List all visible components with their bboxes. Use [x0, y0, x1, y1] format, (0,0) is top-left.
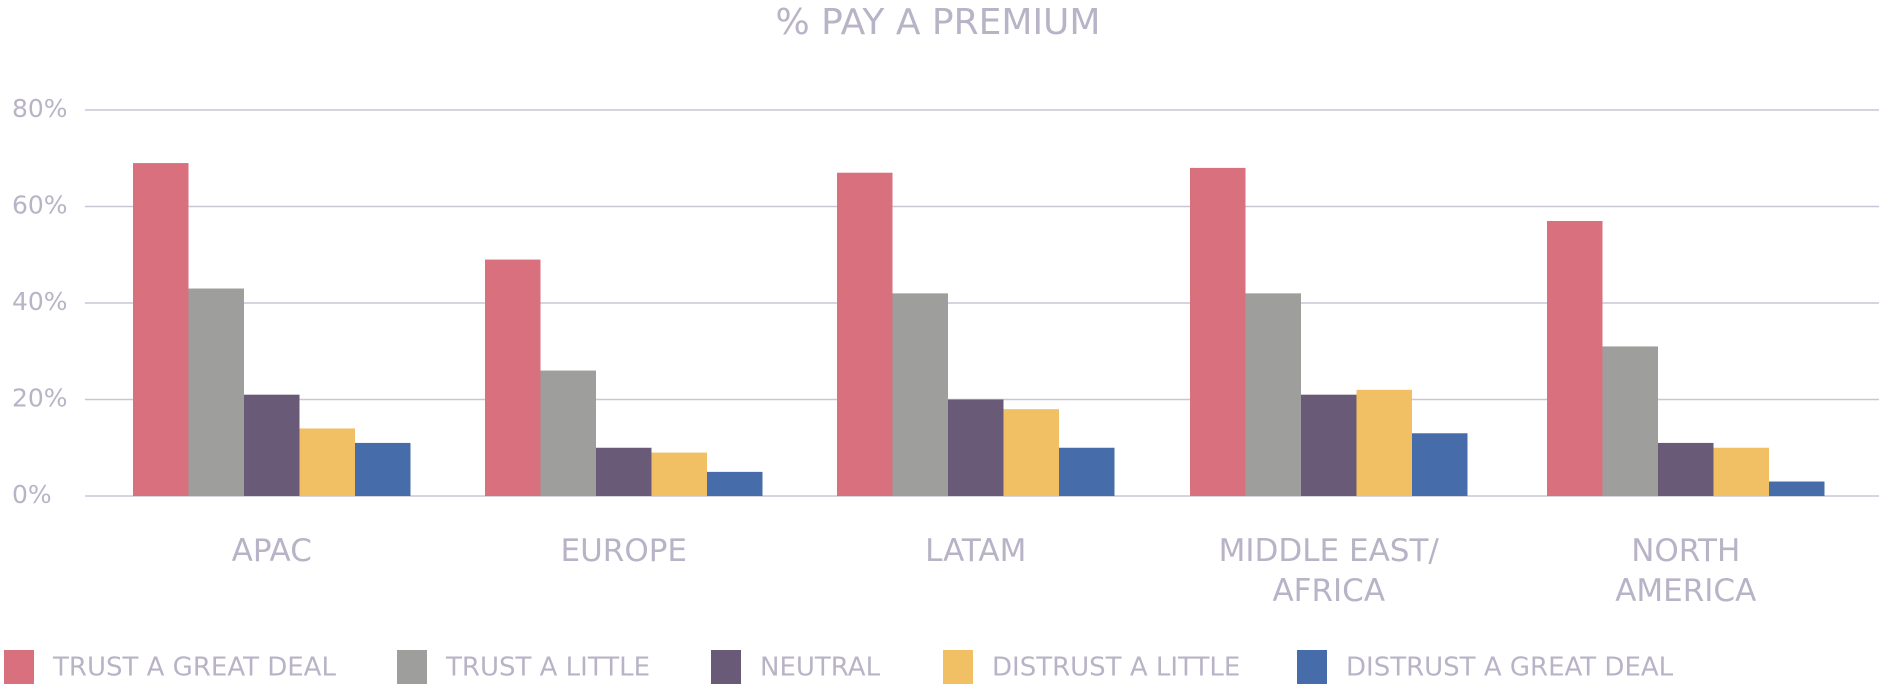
bar	[1658, 442, 1714, 496]
bar	[1190, 167, 1246, 496]
category-label: LATAM	[925, 533, 1026, 569]
bar	[485, 259, 541, 496]
legend-item: DISTRUST A LITTLE	[943, 650, 1240, 684]
legend-swatch	[711, 650, 741, 684]
bar	[892, 293, 948, 496]
bar	[1301, 394, 1357, 496]
bar	[1059, 447, 1115, 496]
bar	[1769, 481, 1825, 496]
legend: TRUST A GREAT DEAL TRUST A LITTLE NEUTRAL D…	[4, 650, 1674, 684]
bar	[133, 163, 189, 496]
bar	[188, 288, 244, 496]
y-axis-tick-labels: 0% 20% 40% 60% 80%	[12, 94, 68, 509]
legend-swatch	[1297, 650, 1327, 684]
bars	[133, 163, 1825, 496]
legend-swatch	[397, 650, 427, 684]
bar	[540, 370, 596, 496]
legend-item: DISTRUST A GREAT DEAL	[1297, 650, 1674, 684]
y-tick-label: 60%	[12, 191, 68, 220]
category-labels: APAC EUROPE LATAM MIDDLE EAST/AFRICA NORTH AM…	[232, 533, 1757, 609]
bar	[1713, 447, 1769, 496]
legend-label: DISTRUST A GREAT DEAL	[1346, 653, 1674, 683]
chart-title: % PAY A PREMIUM	[776, 2, 1101, 43]
legend-label: TRUST A GREAT DEAL	[52, 653, 336, 683]
legend-item: TRUST A GREAT DEAL	[4, 650, 336, 684]
legend-swatch	[4, 650, 34, 684]
bar-group	[133, 163, 411, 496]
category-label: NORTH AMERICA	[1615, 533, 1756, 609]
y-tick-label: 20%	[12, 384, 68, 413]
y-tick-label: 80%	[12, 94, 68, 123]
bar-group	[1190, 167, 1468, 496]
bar	[707, 471, 763, 496]
bar	[1245, 293, 1301, 496]
legend-swatch	[943, 650, 973, 684]
legend-label: DISTRUST A LITTLE	[992, 653, 1240, 683]
bar-group	[837, 172, 1115, 496]
bar	[837, 172, 893, 496]
bar	[596, 447, 652, 496]
bar	[299, 428, 355, 496]
legend-item: TRUST A LITTLE	[397, 650, 650, 684]
bar	[355, 442, 411, 496]
legend-item: NEUTRAL	[711, 650, 881, 684]
bar	[1412, 433, 1468, 496]
bar	[1602, 346, 1658, 496]
category-label: EUROPE	[561, 533, 688, 569]
category-label: APAC	[232, 533, 312, 569]
legend-label: TRUST A LITTLE	[445, 653, 650, 683]
y-tick-label: 0%	[12, 480, 52, 509]
bar	[1547, 220, 1603, 496]
bar-group	[1547, 220, 1825, 496]
category-label: MIDDLE EAST/AFRICA	[1219, 533, 1440, 609]
legend-label: NEUTRAL	[760, 653, 881, 683]
bar	[948, 399, 1004, 496]
bar	[1356, 389, 1412, 496]
y-tick-label: 40%	[12, 287, 68, 316]
bar	[244, 394, 300, 496]
bar	[1003, 409, 1059, 496]
bar-group	[485, 259, 763, 496]
bar	[651, 452, 707, 496]
